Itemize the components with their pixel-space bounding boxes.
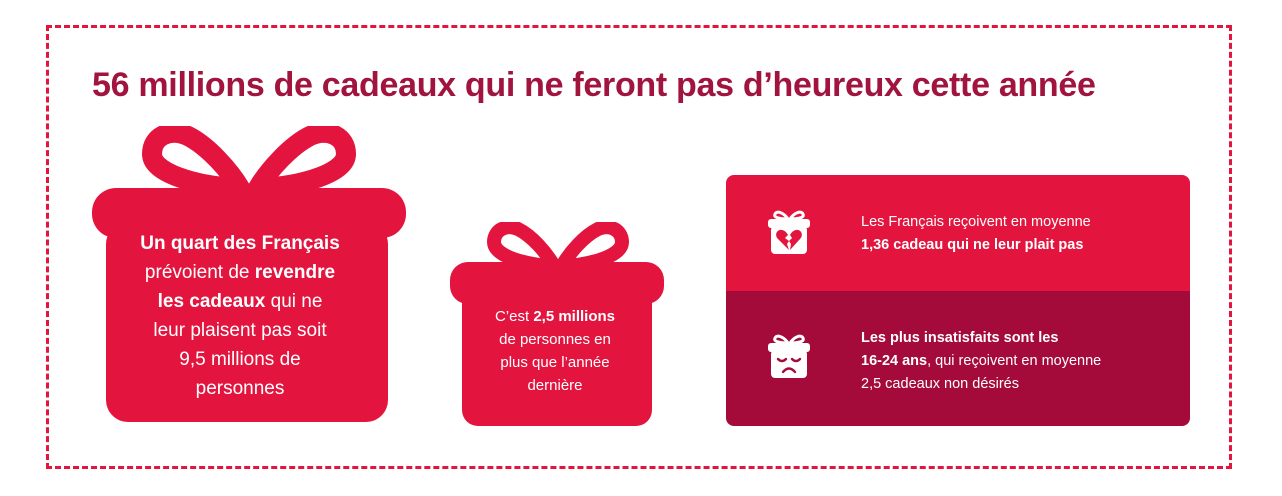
stat-row-average: Les Français reçoivent en moyenne 1,36 c… — [726, 175, 1190, 291]
broken-heart-gift-icon — [768, 210, 810, 254]
sad-gift-icon — [768, 334, 810, 378]
stat-text-young: Les plus insatisfaits sont les 16-24 ans… — [861, 330, 1102, 392]
big-gift-text: Un quart des Français prévoient de reven… — [140, 233, 340, 399]
stat-row-young: Les plus insatisfaits sont les 16-24 ans… — [726, 291, 1190, 426]
stats-panel: Les Français reçoivent en moyenne 1,36 c… — [726, 175, 1190, 426]
big-gift-icon — [92, 126, 406, 422]
page-title: 56 millions de cadeaux qui ne feront pas… — [92, 66, 1096, 104]
small-gift-icon — [450, 222, 664, 426]
dashed-border-frame — [46, 25, 1232, 469]
stat-text-average: Les Français reçoivent en moyenne 1,36 c… — [861, 214, 1091, 253]
small-gift-text: C’est 2,5 millions de personnes en plus … — [494, 308, 616, 394]
